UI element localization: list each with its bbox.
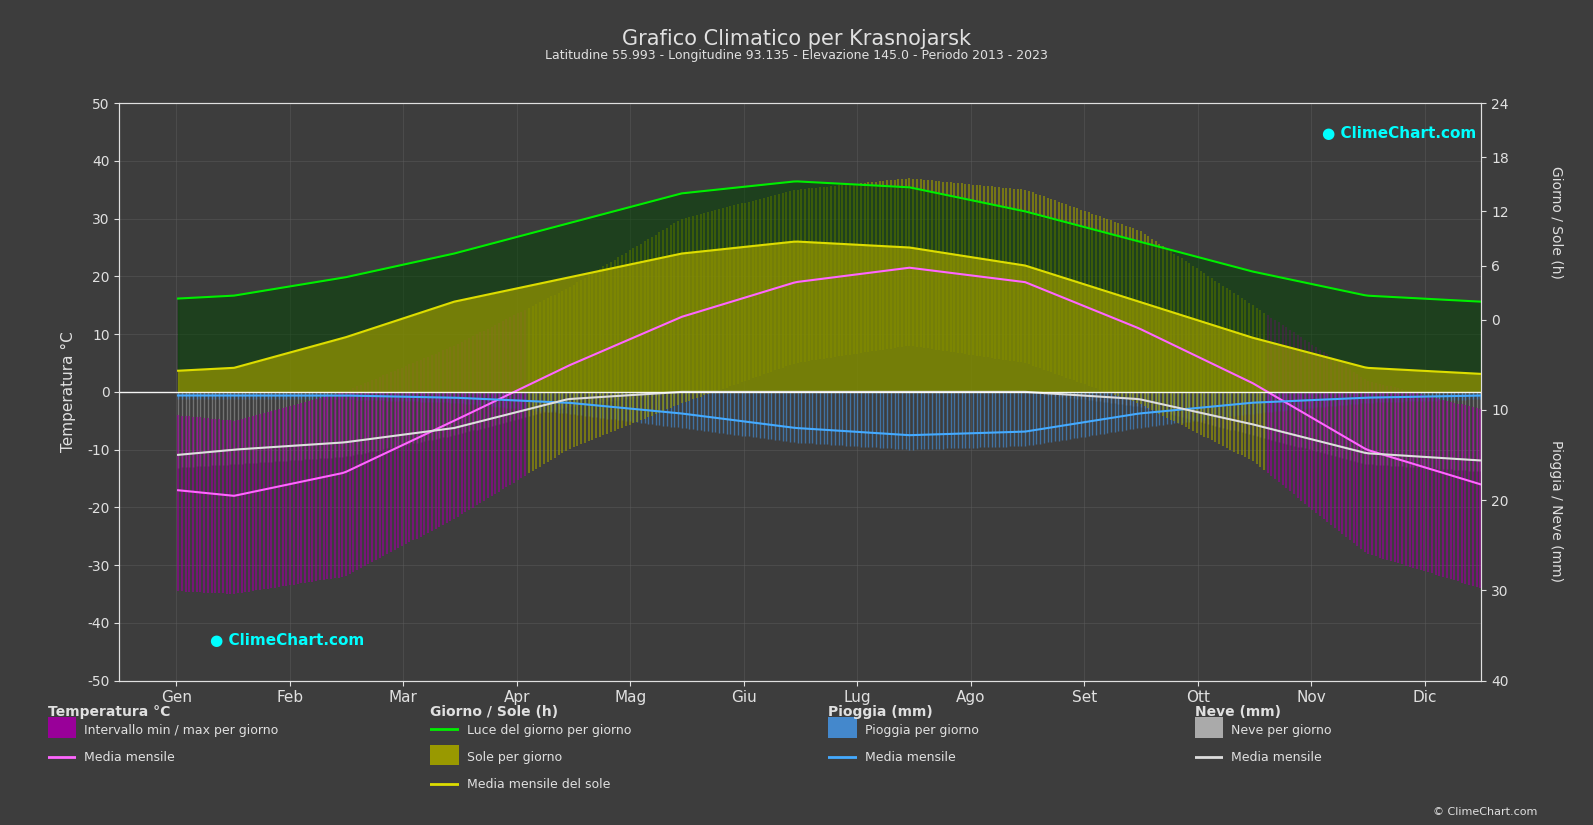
Y-axis label: Temperatura °C: Temperatura °C <box>61 332 76 452</box>
Text: Pioggia / Neve (mm): Pioggia / Neve (mm) <box>1550 441 1563 582</box>
Text: Giorno / Sole (h): Giorno / Sole (h) <box>430 705 558 719</box>
Text: Intervallo min / max per giorno: Intervallo min / max per giorno <box>84 724 279 737</box>
Text: ● ClimeChart.com: ● ClimeChart.com <box>210 633 365 648</box>
Text: Media mensile: Media mensile <box>865 751 956 764</box>
Text: © ClimeChart.com: © ClimeChart.com <box>1432 807 1537 817</box>
Text: Pioggia (mm): Pioggia (mm) <box>828 705 933 719</box>
Text: Sole per giorno: Sole per giorno <box>467 751 562 764</box>
Text: Pioggia per giorno: Pioggia per giorno <box>865 724 978 737</box>
Text: Giorno / Sole (h): Giorno / Sole (h) <box>1550 167 1563 279</box>
Text: Media mensile del sole: Media mensile del sole <box>467 778 610 791</box>
Text: Latitudine 55.993 - Longitudine 93.135 - Elevazione 145.0 - Periodo 2013 - 2023: Latitudine 55.993 - Longitudine 93.135 -… <box>545 50 1048 63</box>
Text: ● ClimeChart.com: ● ClimeChart.com <box>1322 126 1475 141</box>
Text: Grafico Climatico per Krasnojarsk: Grafico Climatico per Krasnojarsk <box>621 29 972 49</box>
Text: Neve (mm): Neve (mm) <box>1195 705 1281 719</box>
Text: Temperatura °C: Temperatura °C <box>48 705 170 719</box>
Text: Luce del giorno per giorno: Luce del giorno per giorno <box>467 724 631 737</box>
Text: Media mensile: Media mensile <box>84 751 175 764</box>
Text: Neve per giorno: Neve per giorno <box>1231 724 1332 737</box>
Text: Media mensile: Media mensile <box>1231 751 1322 764</box>
